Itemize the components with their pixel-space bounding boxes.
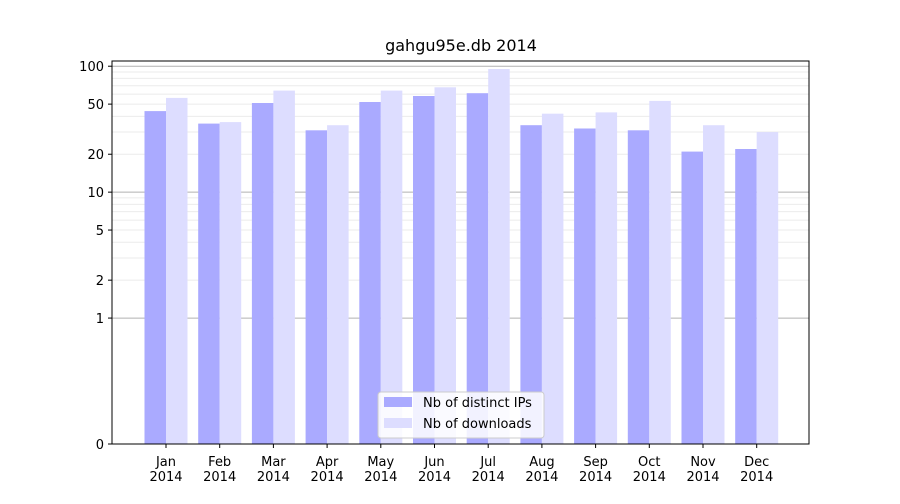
x-tick-label-month: Jul: [479, 455, 496, 470]
x-tick-label-month: Nov: [690, 455, 716, 470]
bar-distinct-ips: [305, 130, 328, 445]
bar-distinct-ips: [681, 151, 703, 444]
x-tick-label-month: Mar: [261, 455, 286, 470]
x-tick-label-year: 2014: [311, 470, 344, 485]
bar-downloads: [756, 132, 779, 444]
bar-distinct-ips: [413, 96, 435, 444]
x-tick-label-year: 2014: [525, 470, 558, 485]
y-tick-label: 50: [87, 98, 104, 113]
legend-label: Nb of distinct IPs: [423, 396, 532, 411]
x-tick-label-year: 2014: [633, 470, 666, 485]
x-tick-label-year: 2014: [364, 470, 397, 485]
bar-distinct-ips: [144, 111, 166, 444]
y-tick-label: 10: [87, 186, 104, 201]
x-tick-label-month: Feb: [208, 455, 231, 470]
bar-distinct-ips: [359, 102, 381, 444]
x-tick-label-month: Jan: [155, 455, 176, 470]
y-tick-label: 2: [96, 274, 104, 289]
x-tick-label-year: 2014: [472, 470, 505, 485]
x-tick-label-month: Dec: [744, 455, 769, 470]
bar-downloads: [327, 125, 349, 444]
legend-label: Nb of downloads: [423, 417, 532, 432]
legend-swatch: [384, 418, 412, 428]
bar-downloads: [541, 113, 564, 444]
bar-downloads: [488, 69, 510, 444]
bar-distinct-ips: [198, 123, 220, 444]
legend: Nb of distinct IPs Nb of downloads: [377, 391, 545, 439]
bar-distinct-ips: [574, 128, 596, 444]
y-tick-label: 0: [96, 438, 104, 453]
bar-distinct-ips: [627, 130, 650, 445]
y-tick-label: 20: [87, 148, 104, 163]
x-tick-label-year: 2014: [740, 470, 773, 485]
x-tick-label-year: 2014: [149, 470, 182, 485]
y-tick-label: 100: [79, 60, 104, 75]
bar-downloads: [219, 122, 242, 444]
bar-downloads: [166, 97, 188, 445]
x-tick-label-month: Apr: [316, 455, 339, 470]
x-tick-label-month: Oct: [638, 455, 660, 470]
x-tick-label-year: 2014: [203, 470, 236, 485]
chart-title: gahgu95e.db 2014: [385, 36, 537, 55]
legend-box: [377, 391, 545, 439]
bar-downloads: [434, 87, 456, 445]
x-tick-label-month: Aug: [529, 455, 554, 470]
bar-downloads: [595, 112, 618, 445]
plot-frame: [111, 60, 810, 445]
x-tick-label-year: 2014: [257, 470, 290, 485]
bars: [144, 69, 779, 445]
bar-downloads: [273, 90, 295, 444]
legend-swatch: [384, 397, 412, 407]
y-axis: 0 1 2 5 10 20 50 100: [79, 60, 112, 453]
x-tick-label-year: 2014: [686, 470, 719, 485]
x-tick-label-month: Jun: [423, 455, 444, 470]
bar-distinct-ips: [466, 93, 489, 444]
x-tick-label-month: May: [367, 455, 394, 470]
bar-downloads: [380, 90, 403, 444]
bar-downloads: [703, 125, 725, 444]
bar-distinct-ips: [735, 149, 757, 444]
bar-distinct-ips: [251, 103, 274, 444]
y-tick-label: 1: [96, 312, 104, 327]
bar-downloads: [649, 100, 671, 445]
x-tick-label-year: 2014: [418, 470, 451, 485]
x-tick-label-month: Sep: [583, 455, 608, 470]
x-tick-label-year: 2014: [579, 470, 612, 485]
y-tick-label: 5: [96, 224, 104, 239]
bar-distinct-ips: [520, 125, 542, 444]
x-axis: Jan2014Feb2014Mar2014Apr2014May2014Jun20…: [149, 444, 773, 485]
